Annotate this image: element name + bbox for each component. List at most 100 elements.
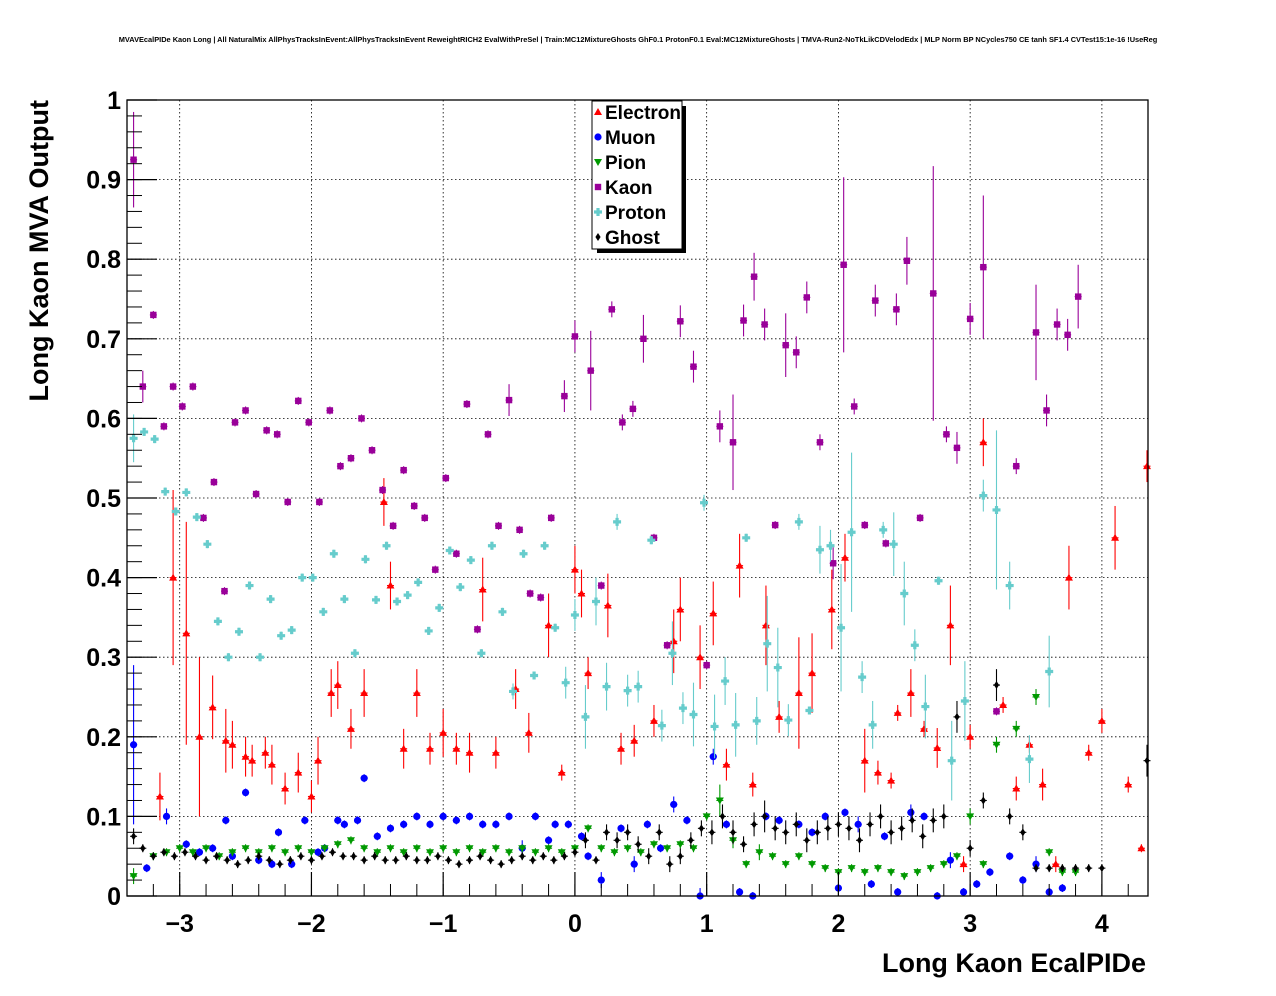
data-point <box>267 845 276 853</box>
data-point <box>966 813 975 821</box>
legend-label: Kaon <box>605 178 653 199</box>
data-point <box>920 724 929 732</box>
data-point <box>169 383 177 390</box>
data-point <box>139 383 147 390</box>
data-point <box>329 848 336 857</box>
data-point <box>930 816 936 825</box>
data-point <box>872 297 879 304</box>
data-point <box>456 860 462 869</box>
data-point <box>334 816 342 824</box>
data-point <box>143 864 151 872</box>
data-point <box>426 744 435 752</box>
data-point <box>860 756 869 764</box>
data-point <box>353 816 362 824</box>
data-point <box>584 825 593 833</box>
data-point <box>307 792 316 800</box>
data-point <box>466 556 475 565</box>
data-point <box>298 852 304 861</box>
legend-label: Proton <box>605 203 666 224</box>
data-point <box>592 597 601 606</box>
data-point <box>564 820 572 828</box>
data-point <box>740 317 747 324</box>
data-point <box>837 623 846 632</box>
data-point <box>893 306 900 313</box>
data-point <box>263 427 270 434</box>
data-point <box>140 427 149 436</box>
data-point <box>360 689 369 697</box>
data-point <box>1099 864 1105 873</box>
data-point <box>730 828 736 837</box>
data-point <box>577 832 586 840</box>
data-point <box>900 589 909 598</box>
data-point <box>340 852 346 861</box>
data-point <box>287 856 293 865</box>
data-point <box>531 812 540 821</box>
data-point <box>571 333 579 340</box>
data-point <box>827 605 836 613</box>
data-point <box>803 294 810 301</box>
data-point <box>794 853 803 861</box>
data-point <box>676 841 685 849</box>
data-point <box>966 315 974 323</box>
data-point <box>379 486 386 494</box>
data-point <box>829 560 837 567</box>
data-point <box>224 856 230 865</box>
data-point <box>234 627 243 636</box>
data-point <box>825 824 831 833</box>
data-point <box>277 860 283 869</box>
data-point <box>484 431 492 438</box>
data-point <box>992 741 1001 749</box>
data-point <box>368 447 376 454</box>
data-point <box>587 367 594 374</box>
data-point <box>683 816 691 824</box>
data-point <box>1053 321 1061 328</box>
data-point <box>736 888 744 896</box>
data-point <box>689 845 698 853</box>
data-point <box>327 689 336 697</box>
data-point <box>221 736 230 744</box>
data-point <box>916 514 924 522</box>
data-point <box>492 820 500 828</box>
data-point <box>453 550 460 557</box>
data-point <box>979 861 988 869</box>
data-point <box>933 743 942 751</box>
data-point <box>943 431 950 438</box>
data-point <box>498 860 504 869</box>
data-point <box>880 832 889 840</box>
y-tick-label: 0.9 <box>86 167 121 195</box>
data-point <box>783 828 789 837</box>
data-point <box>195 848 204 856</box>
data-point <box>561 678 570 687</box>
data-point <box>1045 849 1054 857</box>
data-point <box>1007 812 1013 821</box>
data-point <box>856 836 863 845</box>
data-point <box>256 653 265 662</box>
data-point <box>340 595 349 604</box>
data-point <box>281 784 290 792</box>
data-point <box>781 861 790 869</box>
grid <box>127 99 1148 897</box>
data-point <box>1012 725 1021 733</box>
data-point <box>752 716 761 725</box>
data-point <box>267 760 276 768</box>
data-point <box>171 507 180 516</box>
data-point <box>442 474 450 482</box>
data-point <box>808 861 817 869</box>
data-point <box>129 741 138 749</box>
data-point <box>656 844 665 852</box>
data-point <box>656 828 662 837</box>
data-point <box>920 832 926 841</box>
data-point <box>241 788 250 797</box>
data-point <box>715 797 724 805</box>
data-point <box>410 502 418 510</box>
data-point <box>903 257 911 264</box>
data-point <box>399 744 408 752</box>
data-point <box>993 708 1000 715</box>
data-point <box>619 419 626 426</box>
data-point <box>557 849 566 857</box>
x-tick-label: 4 <box>1095 910 1109 938</box>
data-point <box>570 611 579 620</box>
data-point <box>414 856 420 865</box>
data-point <box>326 407 334 414</box>
data-point <box>941 812 947 821</box>
